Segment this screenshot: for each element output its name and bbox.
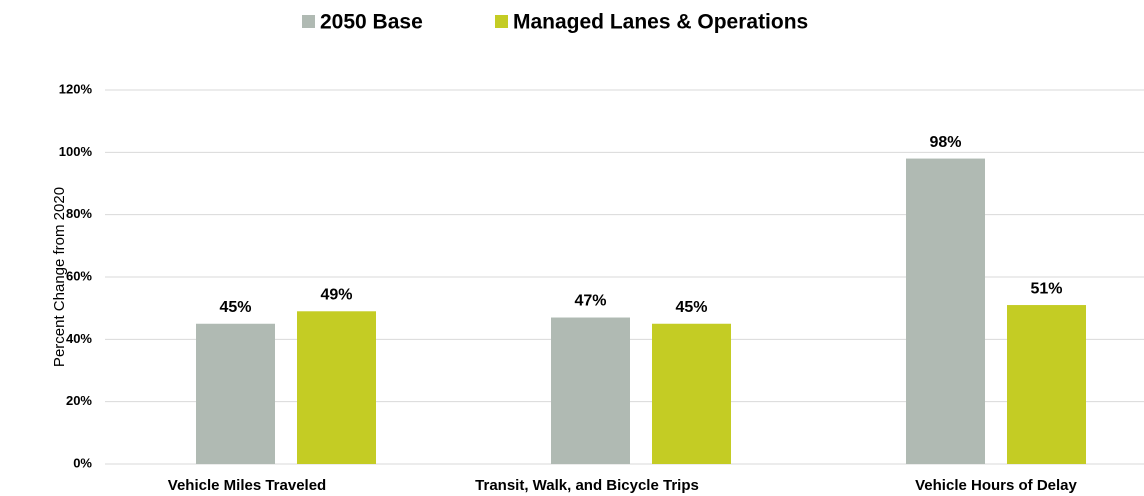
data-label: 49%	[320, 287, 352, 304]
bar	[551, 317, 630, 464]
legend-label: 2050 Base	[320, 11, 423, 34]
x-tick-label: Vehicle Hours of Delay	[915, 477, 1077, 494]
legend-label: Managed Lanes & Operations	[513, 11, 808, 34]
bar	[1007, 305, 1086, 464]
y-tick-label: 40%	[66, 331, 92, 346]
y-tick-label: 20%	[66, 393, 92, 408]
y-tick-label: 100%	[59, 144, 93, 159]
legend-swatch	[302, 15, 315, 28]
y-tick-label: 80%	[66, 206, 92, 221]
y-tick-label: 0%	[73, 455, 92, 470]
bar	[652, 323, 731, 464]
bar	[297, 311, 376, 464]
y-axis-label: Percent Change from 2020	[51, 187, 68, 367]
legend-swatch	[495, 15, 508, 28]
data-label: 51%	[1030, 280, 1062, 297]
y-tick-label: 60%	[66, 268, 92, 283]
bar	[196, 323, 275, 464]
x-tick-label: Vehicle Miles Traveled	[168, 477, 326, 494]
data-label: 98%	[929, 134, 961, 151]
data-label: 47%	[574, 293, 606, 310]
y-tick-label: 120%	[59, 81, 93, 96]
bar	[906, 158, 985, 465]
x-tick-label: Transit, Walk, and Bicycle Trips	[475, 477, 699, 494]
data-label: 45%	[219, 299, 251, 316]
data-label: 45%	[675, 299, 707, 316]
